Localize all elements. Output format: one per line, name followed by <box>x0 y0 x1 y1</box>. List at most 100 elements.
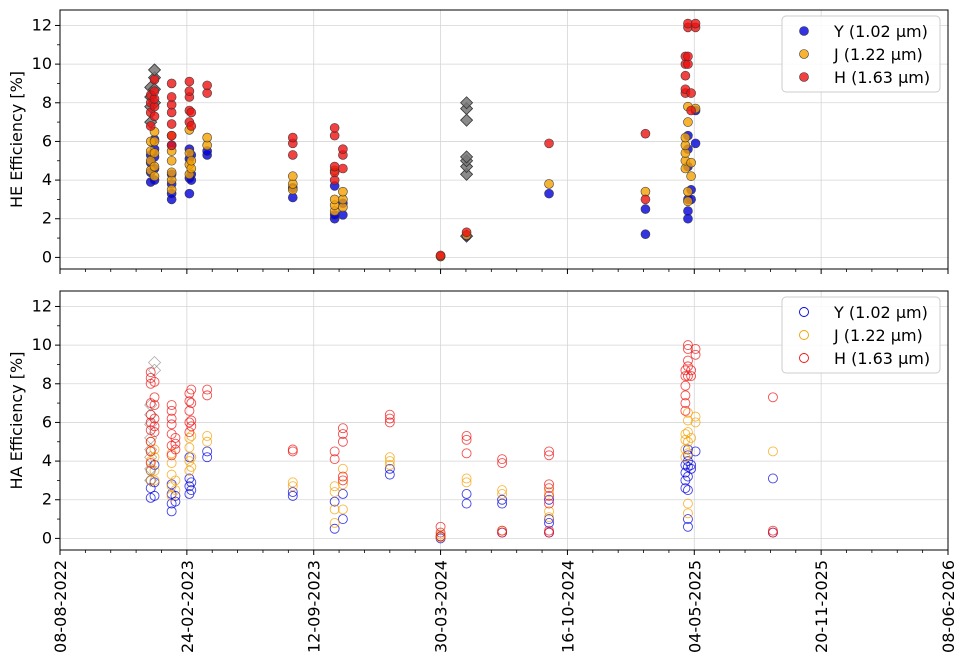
ha-point-h <box>682 344 693 354</box>
he-point-j <box>166 155 177 166</box>
he-point-j <box>149 171 160 182</box>
ha-point-h <box>337 436 348 447</box>
ha-diamond-marker <box>144 431 158 445</box>
he-point-j <box>149 148 160 158</box>
ha-ytick-label: 10 <box>32 335 52 354</box>
ha-point-h <box>166 429 177 439</box>
he-point-y <box>690 138 701 149</box>
he-point-h <box>184 86 195 96</box>
he-point-j <box>683 186 693 197</box>
ha-point-h <box>690 349 701 360</box>
ha-ylabel: HA Efficiency [%] <box>7 352 26 490</box>
he-point-h <box>186 121 197 131</box>
ha-point-j <box>686 432 697 443</box>
he-point-j <box>149 161 160 172</box>
ha-point-h <box>184 427 195 438</box>
he-diamond-marker <box>460 150 474 164</box>
ha-legend-box <box>781 296 941 374</box>
ha-point-j <box>384 456 395 467</box>
he-point-h <box>166 130 177 141</box>
ha-point-y <box>680 483 691 494</box>
he-diamond-marker <box>460 96 474 110</box>
he-point-h <box>329 123 340 133</box>
ha-diamond-marker <box>147 355 162 370</box>
ha-point-j <box>384 460 395 470</box>
ha-point-j <box>682 415 693 426</box>
ha-point-j <box>186 452 197 463</box>
he-point-h <box>166 92 177 102</box>
he-legend-marker <box>799 72 809 82</box>
ha-point-y <box>170 496 181 507</box>
ha-point-j <box>497 485 508 496</box>
ha-point-h <box>435 521 446 532</box>
ha-point-y <box>329 496 340 507</box>
ha-point-y <box>287 487 298 497</box>
ha-point-h <box>149 400 160 410</box>
ha-point-h <box>145 373 156 383</box>
xtick-label: 12-09-2023 <box>305 560 324 653</box>
ha-point-y <box>186 477 197 488</box>
ha-point-h <box>435 527 446 538</box>
ha-point-h <box>686 371 697 381</box>
he-point-y <box>184 188 195 199</box>
he-axes-frame <box>59 9 949 270</box>
ha-point-j <box>184 442 195 453</box>
ha-point-j <box>287 481 298 492</box>
he-point-h <box>145 121 156 131</box>
he-point-h <box>544 138 554 149</box>
ha-legend-marker <box>799 307 809 317</box>
ha-point-h <box>170 438 181 449</box>
ha-point-h <box>497 525 508 536</box>
he-point-h <box>149 86 160 96</box>
he-point-h <box>680 70 691 81</box>
he-point-h <box>149 111 160 122</box>
ha-point-h <box>149 413 160 424</box>
ha-point-y <box>202 452 213 463</box>
ha-point-j <box>690 417 701 428</box>
ha-point-y <box>544 494 554 505</box>
ha-diamond-marker <box>144 398 158 412</box>
ha-point-y <box>682 461 693 472</box>
he-point-h <box>640 128 651 139</box>
ha-point-h <box>680 380 691 391</box>
he-efficiency-panel: 0 2 4 6 8 10 12 HE Efficiency [%] Y (1.02 µm) J (… <box>7 9 949 274</box>
ha-point-j <box>145 475 156 486</box>
ha-point-j <box>149 465 160 476</box>
he-point-h <box>683 51 693 62</box>
ha-point-h <box>337 423 348 434</box>
he-legend-box <box>781 15 941 93</box>
he-point-h <box>186 107 197 118</box>
ha-point-h <box>184 396 195 407</box>
ha-point-j <box>337 479 348 490</box>
ha-point-j <box>767 446 778 457</box>
ha-point-h <box>680 405 691 416</box>
ha-point-y <box>287 490 298 501</box>
ha-point-y <box>384 469 395 480</box>
ha-point-h <box>384 417 395 428</box>
ha-point-y <box>149 490 160 501</box>
ha-point-j <box>461 473 472 484</box>
he-point-y <box>544 188 554 199</box>
he-ylabel: HE Efficiency [%] <box>7 71 26 208</box>
ha-point-h <box>767 392 778 403</box>
he-legend-label: J (1.22 µm) <box>833 45 923 64</box>
he-x-axis <box>59 269 949 274</box>
he-point-h <box>461 227 472 238</box>
he-point-y <box>640 229 651 240</box>
ha-point-j <box>170 475 181 486</box>
ha-point-y <box>186 485 197 496</box>
ha-point-h <box>337 471 348 482</box>
he-point-j <box>338 186 348 197</box>
ha-point-j <box>544 512 554 523</box>
ha-point-j <box>329 517 340 528</box>
he-point-y <box>683 206 693 216</box>
ha-point-h <box>680 371 691 381</box>
ha-point-h <box>544 450 554 461</box>
ha-point-h <box>767 525 778 536</box>
he-point-j <box>683 117 693 127</box>
ha-point-y <box>686 460 697 470</box>
he-point-j <box>683 196 693 207</box>
ha-point-h <box>461 431 472 441</box>
ha-point-j <box>186 461 197 472</box>
he-point-h <box>686 105 696 116</box>
